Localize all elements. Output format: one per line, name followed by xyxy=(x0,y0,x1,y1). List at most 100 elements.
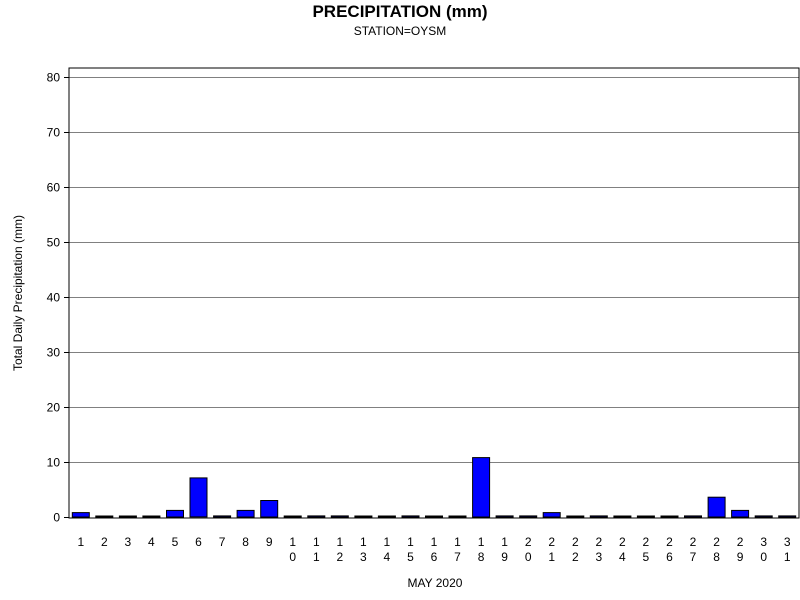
x-tick-char: 2 xyxy=(572,550,579,564)
chart-title: PRECIPITATION (mm) xyxy=(312,2,487,21)
x-tick-label: 31 xyxy=(784,535,791,564)
bar-day-13 xyxy=(354,515,373,518)
x-tick-label: 15 xyxy=(407,535,414,564)
x-tick-label: 13 xyxy=(360,535,367,564)
x-tick-char: 3 xyxy=(760,535,767,549)
x-tick-char: 7 xyxy=(219,535,226,549)
y-tick-label: 50 xyxy=(47,236,61,250)
x-tick-char: 9 xyxy=(266,535,273,549)
bar-day-10 xyxy=(283,515,302,518)
bar-day-22 xyxy=(566,515,585,518)
x-tick-char: 5 xyxy=(643,550,650,564)
x-tick-char: 5 xyxy=(407,550,414,564)
x-tick-label: 22 xyxy=(572,535,579,564)
x-tick-char: 2 xyxy=(737,535,744,549)
x-tick-char: 5 xyxy=(172,535,179,549)
bar-day-21 xyxy=(542,512,561,518)
bar-day-9 xyxy=(260,500,279,518)
x-tick-char: 8 xyxy=(242,535,249,549)
x-tick-char: 1 xyxy=(784,550,791,564)
bars xyxy=(71,457,797,518)
x-tick-label: 24 xyxy=(619,535,626,564)
x-tick-char: 4 xyxy=(384,550,391,564)
y-tick-label: 0 xyxy=(53,511,60,525)
bar-day-3 xyxy=(118,515,137,518)
bar-day-7 xyxy=(213,515,232,518)
y-tick-label: 60 xyxy=(47,181,61,195)
x-tick-char: 1 xyxy=(548,550,555,564)
y-tick-label: 30 xyxy=(47,346,61,360)
bar-day-15 xyxy=(401,515,420,518)
x-tick-char: 1 xyxy=(384,535,391,549)
x-tick-label: 28 xyxy=(713,535,720,564)
x-tick-char: 2 xyxy=(595,535,602,549)
bar-day-24 xyxy=(613,515,632,518)
x-tick-char: 0 xyxy=(760,550,767,564)
y-tick-label: 70 xyxy=(47,126,61,140)
chart-subtitle: STATION=OYSM xyxy=(354,24,447,38)
bar-day-28 xyxy=(707,496,726,518)
x-tick-char: 2 xyxy=(525,535,532,549)
x-tick-char: 4 xyxy=(148,535,155,549)
bar-day-27 xyxy=(684,515,702,518)
x-tick-label: 16 xyxy=(431,535,438,564)
bar-day-20 xyxy=(519,515,538,518)
x-tick-char: 2 xyxy=(548,535,555,549)
x-tick-label: 4 xyxy=(148,535,155,549)
x-tick-label: 30 xyxy=(760,535,767,564)
x-tick-char: 8 xyxy=(478,550,485,564)
y-tick-label: 80 xyxy=(47,71,61,85)
x-tick-char: 1 xyxy=(431,535,438,549)
bar-day-2 xyxy=(95,515,114,518)
bar-day-8 xyxy=(236,509,255,518)
bar-day-5 xyxy=(166,509,184,518)
bar-day-11 xyxy=(307,515,326,518)
x-tick-label: 1 xyxy=(77,535,84,549)
x-tick-char: 1 xyxy=(478,535,485,549)
x-tick-char: 1 xyxy=(360,535,367,549)
x-tick-char: 6 xyxy=(195,535,202,549)
x-tick-char: 9 xyxy=(737,550,744,564)
x-tick-char: 2 xyxy=(619,535,626,549)
x-tick-label: 26 xyxy=(666,535,673,564)
bar-day-12 xyxy=(330,515,349,518)
x-tick-label: 6 xyxy=(195,535,202,549)
x-tick-char: 7 xyxy=(454,550,461,564)
x-tick-label: 9 xyxy=(266,535,273,549)
x-tick-label: 14 xyxy=(384,535,391,564)
x-tick-label: 27 xyxy=(690,535,697,564)
x-tick-char: 1 xyxy=(407,535,414,549)
x-tick-label: 3 xyxy=(125,535,132,549)
bar-day-17 xyxy=(448,515,467,518)
x-tick-char: 2 xyxy=(101,535,108,549)
x-tick-char: 2 xyxy=(643,535,650,549)
y-axis-ticks: 0 10 20 30 40 50 60 70 80 xyxy=(47,71,69,525)
y-tick-label: 20 xyxy=(47,401,61,415)
x-tick-char: 2 xyxy=(690,535,697,549)
x-tick-label: 10 xyxy=(289,535,296,564)
x-tick-char: 2 xyxy=(336,550,343,564)
x-axis-label: MAY 2020 xyxy=(408,576,463,590)
x-tick-char: 2 xyxy=(713,535,720,549)
x-axis-ticks: 1 2 3 4 5 6 7 8 9 1011121314151617181920212223242… xyxy=(77,535,790,564)
x-tick-char: 3 xyxy=(595,550,602,564)
x-tick-char: 1 xyxy=(77,535,84,549)
gridlines xyxy=(69,77,799,463)
bar-day-29 xyxy=(731,509,750,518)
x-tick-label: 25 xyxy=(643,535,650,564)
bar-day-1 xyxy=(71,512,90,518)
y-axis-label: Total Daily Precipitation (mm) xyxy=(11,215,25,371)
y-tick-label: 10 xyxy=(47,456,61,470)
bar-day-14 xyxy=(377,515,396,518)
x-tick-char: 8 xyxy=(713,550,720,564)
bar-day-31 xyxy=(778,515,797,518)
x-tick-char: 2 xyxy=(572,535,579,549)
bar-day-19 xyxy=(495,515,514,518)
x-tick-char: 6 xyxy=(431,550,438,564)
bar-day-6 xyxy=(189,477,208,518)
x-tick-label: 7 xyxy=(219,535,226,549)
x-tick-char: 7 xyxy=(690,550,697,564)
x-tick-char: 1 xyxy=(336,535,343,549)
x-tick-label: 2 xyxy=(101,535,108,549)
x-tick-label: 8 xyxy=(242,535,249,549)
